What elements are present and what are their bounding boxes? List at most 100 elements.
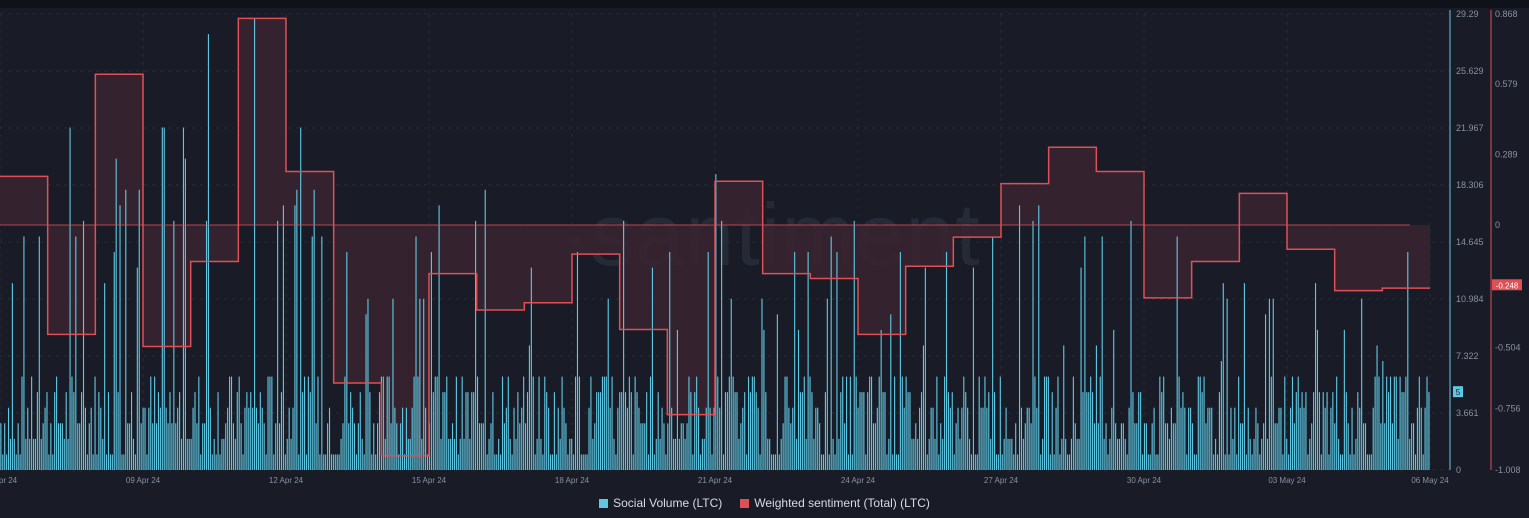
- social-volume-bar: [717, 376, 719, 470]
- sentiment-fill: [238, 18, 286, 225]
- social-volume-bar: [384, 438, 386, 470]
- social-volume-bar: [674, 438, 677, 470]
- social-volume-bar: [413, 376, 415, 470]
- social-volume-bar: [542, 454, 544, 470]
- social-volume-bar: [686, 423, 688, 470]
- social-volume-bar: [1070, 438, 1072, 470]
- social-volume-bar: [1020, 407, 1023, 470]
- social-volume-bar: [1032, 220, 1034, 470]
- social-volume-bar: [1343, 329, 1345, 470]
- social-volume-bar: [880, 329, 882, 470]
- social-volume-bar: [1005, 407, 1007, 470]
- social-volume-bar: [807, 252, 809, 470]
- sentiment-fill: [1334, 224, 1383, 291]
- social-volume-bar: [890, 314, 892, 470]
- social-volume-bar: [357, 423, 359, 470]
- social-volume-bar: [567, 454, 569, 470]
- social-volume-bar: [755, 392, 757, 470]
- social-volume-bar: [1280, 407, 1282, 470]
- legend-item-sentiment[interactable]: Weighted sentiment (Total) (LTC): [740, 496, 930, 510]
- social-volume-bar: [634, 376, 636, 470]
- social-volume-bar: [1172, 423, 1174, 470]
- social-volume-bar: [501, 376, 504, 470]
- social-volume-bar: [951, 392, 953, 470]
- social-volume-bar: [190, 438, 192, 470]
- social-volume-bar: [1322, 392, 1324, 470]
- social-volume-bar: [1368, 454, 1370, 470]
- social-volume-bar: [321, 236, 323, 470]
- social-volume-bar: [863, 392, 865, 470]
- social-volume-bar: [769, 438, 771, 470]
- social-volume-bar: [982, 407, 984, 470]
- social-volume-bar: [1141, 454, 1144, 470]
- social-volume-bar: [171, 423, 173, 470]
- social-volume-bar: [257, 423, 259, 470]
- social-volume-bar: [1405, 376, 1407, 470]
- social-volume-bar: [1403, 392, 1405, 470]
- social-volume-bar: [40, 438, 42, 470]
- social-volume-bar: [646, 392, 648, 470]
- social-volume-bar: [325, 454, 327, 470]
- social-volume-bar: [1384, 423, 1386, 470]
- social-volume-bar: [1341, 454, 1344, 470]
- social-volume-bar: [259, 392, 261, 470]
- social-volume-bar: [573, 454, 575, 470]
- social-volume-bar: [1330, 407, 1332, 470]
- social-volume-bar: [563, 407, 565, 470]
- social-volume-bar: [494, 454, 496, 470]
- social-volume-bar: [1163, 376, 1165, 470]
- sentiment-fill: [953, 224, 1001, 238]
- social-volume-bar: [303, 376, 306, 470]
- social-volume-bar: [1297, 376, 1299, 470]
- social-volume-bar: [1038, 205, 1040, 470]
- social-volume-bar: [761, 298, 763, 470]
- social-volume-bar: [663, 423, 665, 470]
- social-volume-bar: [1107, 454, 1109, 470]
- legend: Social Volume (LTC) Weighted sentiment (…: [0, 496, 1529, 510]
- social-volume-bar: [953, 454, 955, 470]
- social-volume-bar: [54, 392, 56, 470]
- legend-item-social-volume[interactable]: Social Volume (LTC): [599, 496, 722, 510]
- social-volume-bar: [1022, 438, 1024, 470]
- social-volume-bar: [1232, 438, 1234, 470]
- social-volume-bar: [1241, 423, 1244, 470]
- social-volume-bar: [1382, 361, 1384, 470]
- social-volume-bar: [790, 423, 792, 470]
- social-volume-bar: [1388, 392, 1390, 470]
- current-sentiment-marker: [1492, 279, 1522, 291]
- social-volume-bar: [1422, 454, 1424, 470]
- social-volume-bar: [744, 392, 746, 470]
- sentiment-fill: [715, 181, 763, 225]
- social-volume-bar: [273, 454, 275, 470]
- social-volume-bar: [517, 392, 519, 470]
- social-volume-bar: [630, 392, 632, 470]
- social-volume-bar: [196, 423, 198, 470]
- social-volume-bar: [940, 423, 942, 470]
- sentiment-fill: [1144, 224, 1192, 298]
- social-volume-bar: [1334, 423, 1336, 470]
- social-volume-bar: [894, 376, 896, 470]
- social-volume-bar: [1059, 454, 1061, 470]
- social-volume-bar: [930, 407, 932, 470]
- social-volume-bar: [336, 454, 338, 470]
- social-volume-bar: [945, 252, 948, 470]
- x-axis-tick-label: 27 Apr 24: [984, 476, 1019, 485]
- social-volume-bar: [965, 392, 967, 470]
- sentiment-fill: [286, 171, 334, 225]
- social-volume-bar: [407, 438, 409, 470]
- social-volume-bar: [842, 376, 844, 470]
- social-volume-bar: [319, 454, 321, 470]
- social-volume-bar: [23, 236, 25, 470]
- social-volume-bar: [1193, 454, 1196, 470]
- social-volume-bar: [1268, 298, 1270, 470]
- social-volume-bar: [667, 423, 669, 470]
- social-volume-bar: [1363, 423, 1365, 470]
- social-volume-bar: [1395, 376, 1397, 470]
- social-volume-bar: [924, 267, 926, 470]
- social-volume-bar: [1416, 407, 1418, 470]
- social-volume-bar: [292, 407, 294, 470]
- social-volume-bar: [482, 423, 484, 470]
- social-volume-bar: [771, 454, 773, 470]
- social-volume-bar: [1243, 283, 1245, 470]
- social-volume-bar: [48, 454, 50, 470]
